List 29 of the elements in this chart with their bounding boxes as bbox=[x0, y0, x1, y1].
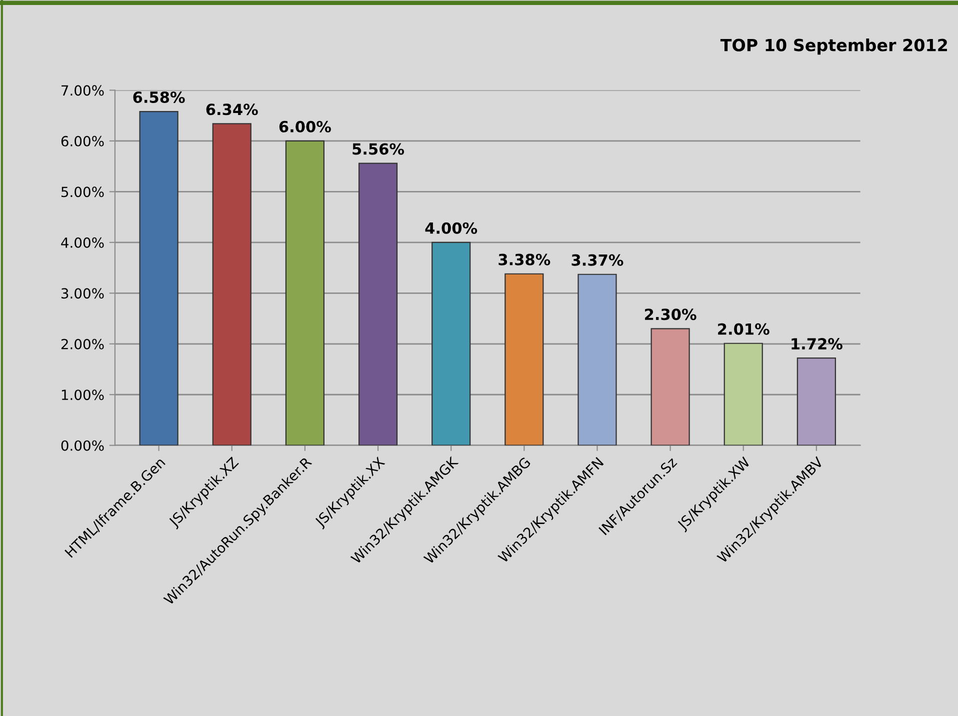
data-label: 2.30% bbox=[645, 308, 696, 320]
data-label: 4.00% bbox=[425, 222, 478, 234]
data-label: 6.00% bbox=[279, 120, 331, 132]
data-label: 6.58% bbox=[133, 91, 185, 104]
bar bbox=[504, 273, 544, 446]
y-tick-label: 4.00% bbox=[61, 237, 104, 248]
y-tick-label: 0.00% bbox=[61, 440, 104, 451]
bar bbox=[358, 162, 398, 446]
y-tick-label: 2.00% bbox=[61, 338, 104, 350]
y-tick-label: 3.00% bbox=[61, 288, 104, 299]
chart-title: TOP 10 September 2012 bbox=[720, 38, 947, 55]
bar bbox=[796, 358, 836, 446]
y-tick-label: 6.00% bbox=[61, 136, 104, 146]
data-label: 2.01% bbox=[718, 323, 770, 335]
y-tick-label: 7.00% bbox=[62, 85, 104, 96]
bar bbox=[578, 274, 617, 446]
data-label: 1.72% bbox=[792, 338, 842, 350]
y-tick-label: 1.00% bbox=[62, 390, 104, 400]
bar bbox=[724, 342, 763, 446]
y-tick-label: 5.00% bbox=[61, 186, 104, 198]
data-label: 3.38% bbox=[498, 254, 550, 266]
data-label: 6.34% bbox=[206, 104, 258, 116]
bar bbox=[650, 328, 690, 446]
bar bbox=[139, 110, 178, 446]
data-label: 3.37% bbox=[572, 254, 624, 266]
bar bbox=[432, 242, 471, 446]
bar bbox=[212, 123, 252, 446]
data-label: 5.56% bbox=[352, 143, 404, 155]
bar bbox=[285, 140, 324, 446]
